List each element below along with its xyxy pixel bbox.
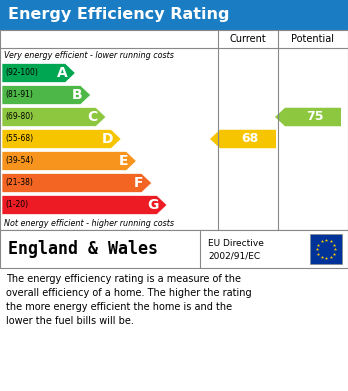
Text: Energy Efficiency Rating: Energy Efficiency Rating <box>8 7 229 23</box>
Polygon shape <box>275 108 341 126</box>
Polygon shape <box>2 129 121 149</box>
Text: (55-68): (55-68) <box>5 135 33 143</box>
Text: (81-91): (81-91) <box>5 90 33 99</box>
Text: E: E <box>119 154 128 168</box>
Text: A: A <box>57 66 68 80</box>
Polygon shape <box>2 174 152 192</box>
Text: 2002/91/EC: 2002/91/EC <box>208 251 260 260</box>
Text: C: C <box>88 110 98 124</box>
Polygon shape <box>2 86 91 104</box>
Polygon shape <box>2 108 106 127</box>
Bar <box>310 234 342 264</box>
Polygon shape <box>2 151 136 170</box>
Text: Potential: Potential <box>292 34 334 44</box>
Text: G: G <box>148 198 159 212</box>
Polygon shape <box>210 130 276 148</box>
Text: Current: Current <box>230 34 266 44</box>
Text: (21-38): (21-38) <box>5 179 33 188</box>
Polygon shape <box>2 63 76 83</box>
Text: (1-20): (1-20) <box>5 201 28 210</box>
Text: EU Directive: EU Directive <box>208 239 264 248</box>
Bar <box>0 30 348 230</box>
Text: overall efficiency of a home. The higher the rating: overall efficiency of a home. The higher… <box>6 288 252 298</box>
Text: Not energy efficient - higher running costs: Not energy efficient - higher running co… <box>4 219 174 228</box>
Text: 68: 68 <box>242 133 259 145</box>
Text: lower the fuel bills will be.: lower the fuel bills will be. <box>6 316 134 326</box>
Bar <box>0 230 348 268</box>
Polygon shape <box>2 196 167 215</box>
Text: F: F <box>134 176 144 190</box>
Text: (39-54): (39-54) <box>5 156 33 165</box>
Text: the more energy efficient the home is and the: the more energy efficient the home is an… <box>6 302 232 312</box>
Text: 75: 75 <box>306 111 324 124</box>
Text: Very energy efficient - lower running costs: Very energy efficient - lower running co… <box>4 52 174 61</box>
Text: D: D <box>102 132 113 146</box>
Text: (69-80): (69-80) <box>5 113 33 122</box>
Text: The energy efficiency rating is a measure of the: The energy efficiency rating is a measur… <box>6 274 241 284</box>
Text: B: B <box>72 88 83 102</box>
Text: England & Wales: England & Wales <box>8 240 158 258</box>
Bar <box>0 0 348 30</box>
Text: (92-100): (92-100) <box>5 68 38 77</box>
